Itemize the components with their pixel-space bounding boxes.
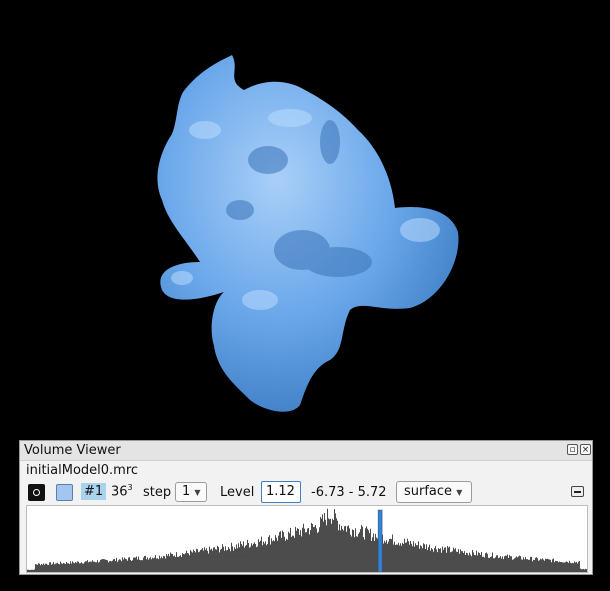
chevron-down-icon: ▼ (456, 488, 463, 497)
level-input[interactable]: 1.12 (261, 481, 301, 503)
graphics-viewport[interactable] (0, 0, 610, 438)
volume-viewer-panel: Volume Viewer ▫ × initialModel0.mrc #1 3… (19, 440, 593, 575)
model-id-label[interactable]: #1 (81, 483, 107, 500)
step-label: step (143, 485, 172, 500)
style-select-value: surface (404, 484, 453, 499)
grid-size-exponent: 3 (127, 483, 133, 492)
value-range-label: -6.73 - 5.72 (311, 485, 387, 500)
step-select[interactable]: 1 ▼ (175, 482, 207, 502)
style-select[interactable]: surface ▼ (396, 481, 472, 503)
float-icon[interactable]: ▫ (567, 444, 578, 455)
show-hide-toggle[interactable] (28, 484, 45, 501)
histogram[interactable] (26, 505, 588, 573)
grid-size-value: 36 (111, 484, 128, 500)
histogram-bars (27, 508, 587, 572)
chevron-down-icon: ▼ (194, 488, 201, 497)
density-surface (157, 55, 459, 412)
grid-size-label: 363 (111, 483, 133, 499)
volume-controls-row: #1 363 step 1 ▼ Level 1.12 -6.73 - 5.72 … (26, 481, 586, 504)
panel-titlebar: Volume Viewer ▫ × (20, 441, 592, 461)
panel-title: Volume Viewer (24, 443, 121, 458)
collapse-panel-button[interactable] (571, 486, 584, 497)
level-label: Level (220, 485, 255, 500)
histogram-plot[interactable] (27, 506, 587, 573)
threshold-marker[interactable] (377, 509, 383, 573)
volume-filename: initialModel0.mrc (26, 463, 139, 478)
close-icon[interactable]: × (580, 444, 591, 455)
color-swatch[interactable] (56, 484, 73, 501)
step-select-value: 1 (182, 484, 191, 499)
